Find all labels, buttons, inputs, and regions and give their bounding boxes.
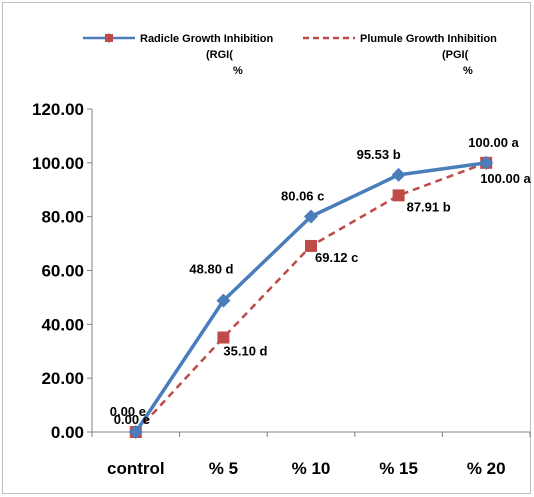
x-tick-label: % 15 [379, 459, 418, 478]
legend-label-rgi-line2: (RGI( [206, 49, 233, 61]
legend-item-pgi: Plumule Growth Inhibition (PGI( % [105, 33, 497, 77]
data-label: 35.10 d [223, 344, 267, 359]
data-label: 69.12 c [315, 250, 358, 265]
y-tick-label: 60.00 [41, 262, 84, 281]
x-tick-label: % 10 [292, 459, 331, 478]
data-label: 0.00 e [114, 412, 150, 427]
data-label: 0.00 e [110, 404, 146, 419]
y-tick-label: 0.00 [51, 423, 84, 442]
data-label: 100.00 a [480, 171, 531, 186]
legend: Radicle Growth Inhibition (RGI( % Plumul… [83, 33, 497, 77]
data-point [392, 189, 405, 202]
x-tick-label: % 20 [467, 459, 506, 478]
data-label: 80.06 c [281, 189, 324, 204]
x-tick-label: control [107, 459, 165, 478]
data-point [216, 293, 231, 308]
y-tick-label: 40.00 [41, 315, 84, 334]
legend-label-rgi-line3: % [233, 65, 243, 77]
legend-label-pgi-line2: (PGI( [442, 49, 469, 61]
data-point [305, 239, 317, 252]
data-point [391, 167, 406, 182]
y-tick-label: 80.00 [41, 208, 84, 227]
series-0 [128, 155, 494, 439]
x-tick-label: % 5 [209, 459, 238, 478]
data-point [217, 331, 230, 344]
data-point [304, 209, 318, 224]
data-label: 95.53 b [357, 147, 401, 162]
legend-label-rgi: Radicle Growth Inhibition [140, 33, 274, 45]
axes: 0.00 20.00 40.00 60.00 80.00 100.00 120.00 cont… [32, 100, 531, 478]
legend-marker-pgi [105, 34, 113, 42]
y-tick-label: 100.00 [32, 154, 84, 173]
data-label: 48.80 d [189, 262, 233, 277]
data-label: 87.91 b [407, 199, 451, 214]
legend-label-pgi-line3: % [463, 65, 473, 77]
data-label: 100.00 a [468, 135, 519, 150]
data-point [128, 425, 143, 439]
y-tick-label: 20.00 [41, 369, 84, 388]
data-point [479, 155, 494, 170]
series-layer: 0.00 e 48.80 d 80.06 c 95.53 b 100.00 a 0.00 … [110, 135, 532, 439]
legend-label-pgi: Plumule Growth Inhibition [360, 33, 497, 45]
y-tick-label: 120.00 [32, 100, 84, 119]
